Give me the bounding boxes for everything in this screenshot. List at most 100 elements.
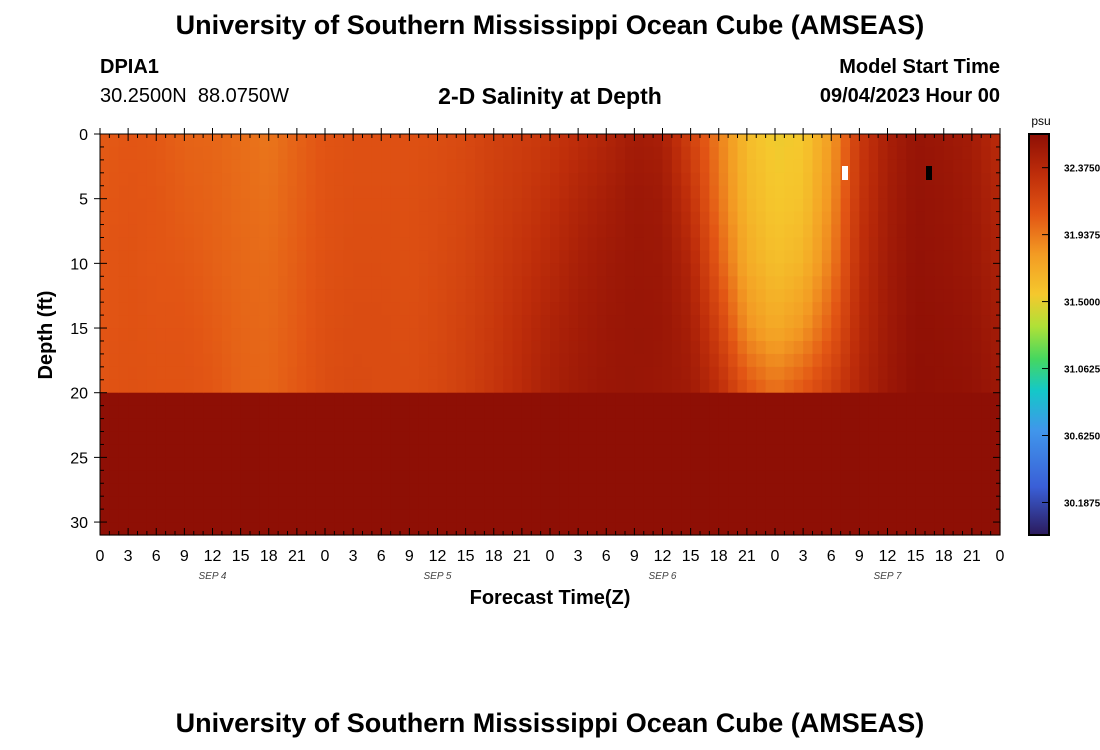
heatmap-cell	[203, 224, 214, 239]
heatmap-cell	[493, 237, 504, 252]
heatmap-cell	[400, 159, 410, 174]
heatmap-cell	[765, 340, 776, 355]
heatmap-cell	[868, 509, 879, 523]
heatmap-cell	[343, 289, 354, 303]
heatmap-cell	[493, 159, 504, 174]
heatmap-cell	[671, 431, 682, 446]
heatmap-cell	[887, 134, 898, 148]
heatmap-cell	[559, 211, 570, 226]
heatmap-cell	[906, 263, 917, 277]
heatmap-cell	[709, 224, 720, 239]
heatmap-cell	[475, 315, 485, 329]
heatmap-cell	[371, 185, 382, 200]
heatmap-cell	[128, 392, 139, 407]
heatmap-cell	[400, 470, 410, 484]
heatmap-cell	[437, 392, 448, 407]
heatmap-cell	[109, 289, 120, 303]
heatmap-cell	[718, 470, 729, 484]
heatmap-cell	[334, 340, 345, 355]
heatmap-cell	[943, 185, 954, 200]
heatmap-cell	[981, 172, 992, 187]
heatmap-cell	[175, 263, 185, 277]
heatmap-cell	[831, 302, 842, 316]
heatmap-cell	[203, 134, 214, 148]
heatmap-cell	[446, 379, 457, 394]
heatmap-cell	[475, 276, 485, 290]
heatmap-cell	[896, 289, 907, 303]
heatmap-cell	[681, 250, 692, 264]
heatmap-cell	[793, 211, 804, 226]
heatmap-cell	[587, 509, 598, 523]
heatmap-cell	[109, 315, 120, 329]
heatmap-cell	[278, 302, 289, 316]
heatmap-cell	[943, 328, 954, 342]
heatmap-cell	[193, 366, 204, 381]
heatmap-cell	[981, 211, 992, 226]
heatmap-cell	[671, 379, 682, 394]
heatmap-cell	[306, 315, 317, 329]
heatmap-cell	[634, 340, 645, 355]
heatmap-cell	[531, 224, 542, 239]
heatmap-cell	[821, 470, 832, 484]
heatmap-cell	[521, 211, 532, 226]
heatmap-cell	[484, 237, 495, 252]
heatmap-cell	[418, 328, 429, 342]
heatmap-cell	[840, 353, 851, 368]
heatmap-cell	[456, 418, 467, 433]
heatmap-cell	[137, 379, 148, 394]
heatmap-cell	[850, 457, 860, 471]
heatmap-cell	[540, 496, 551, 510]
colorbar-tick-label: 30.6250	[1064, 432, 1100, 443]
heatmap-cell	[831, 276, 842, 290]
heatmap-cell	[418, 392, 429, 407]
heatmap-cell	[381, 289, 392, 303]
heatmap-cell	[362, 509, 373, 523]
heatmap-cell	[325, 353, 335, 368]
heatmap-cell	[934, 185, 945, 200]
heatmap-cell	[221, 470, 232, 484]
heatmap-cell	[334, 172, 345, 187]
heatmap-cell	[418, 159, 429, 174]
heatmap-cell	[184, 134, 195, 148]
heatmap-cell	[859, 211, 870, 226]
heatmap-cell	[643, 457, 654, 471]
heatmap-cell	[831, 340, 842, 355]
heatmap-cell	[512, 522, 523, 536]
heatmap-cell	[475, 496, 485, 510]
heatmap-cell	[728, 444, 739, 458]
heatmap-cell	[737, 134, 748, 148]
heatmap-cell	[578, 172, 589, 187]
heatmap-cell	[578, 522, 589, 536]
heatmap-cell	[287, 134, 298, 148]
heatmap-cell	[550, 237, 560, 252]
heatmap-cell	[793, 366, 804, 381]
heatmap-cell	[278, 444, 289, 458]
heatmap-cell	[859, 134, 870, 148]
heatmap-cell	[465, 483, 476, 497]
heatmap-cell	[240, 224, 251, 239]
heatmap-cell	[962, 444, 973, 458]
heatmap-cell	[690, 340, 701, 355]
heatmap-cell	[287, 263, 298, 277]
heatmap-cell	[990, 302, 1001, 316]
heatmap-cell	[456, 496, 467, 510]
heatmap-cell	[925, 457, 935, 471]
heatmap-cell	[512, 444, 523, 458]
heatmap-cell	[137, 522, 148, 536]
heatmap-cell	[559, 146, 570, 161]
heatmap-cell	[606, 185, 617, 200]
heatmap-cell	[484, 198, 495, 213]
heatmap-cell	[137, 224, 148, 239]
heatmap-cell	[446, 237, 457, 252]
x-tick-label: 9	[180, 548, 189, 565]
heatmap-cell	[765, 470, 776, 484]
heatmap-cell	[859, 366, 870, 381]
heatmap-cell	[615, 237, 626, 252]
heatmap-cell	[775, 444, 785, 458]
heatmap-cell	[700, 431, 710, 446]
heatmap-cell	[128, 457, 139, 471]
heatmap-cell	[465, 328, 476, 342]
heatmap-cell	[221, 444, 232, 458]
heatmap-cell	[221, 431, 232, 446]
heatmap-cell	[728, 405, 739, 420]
